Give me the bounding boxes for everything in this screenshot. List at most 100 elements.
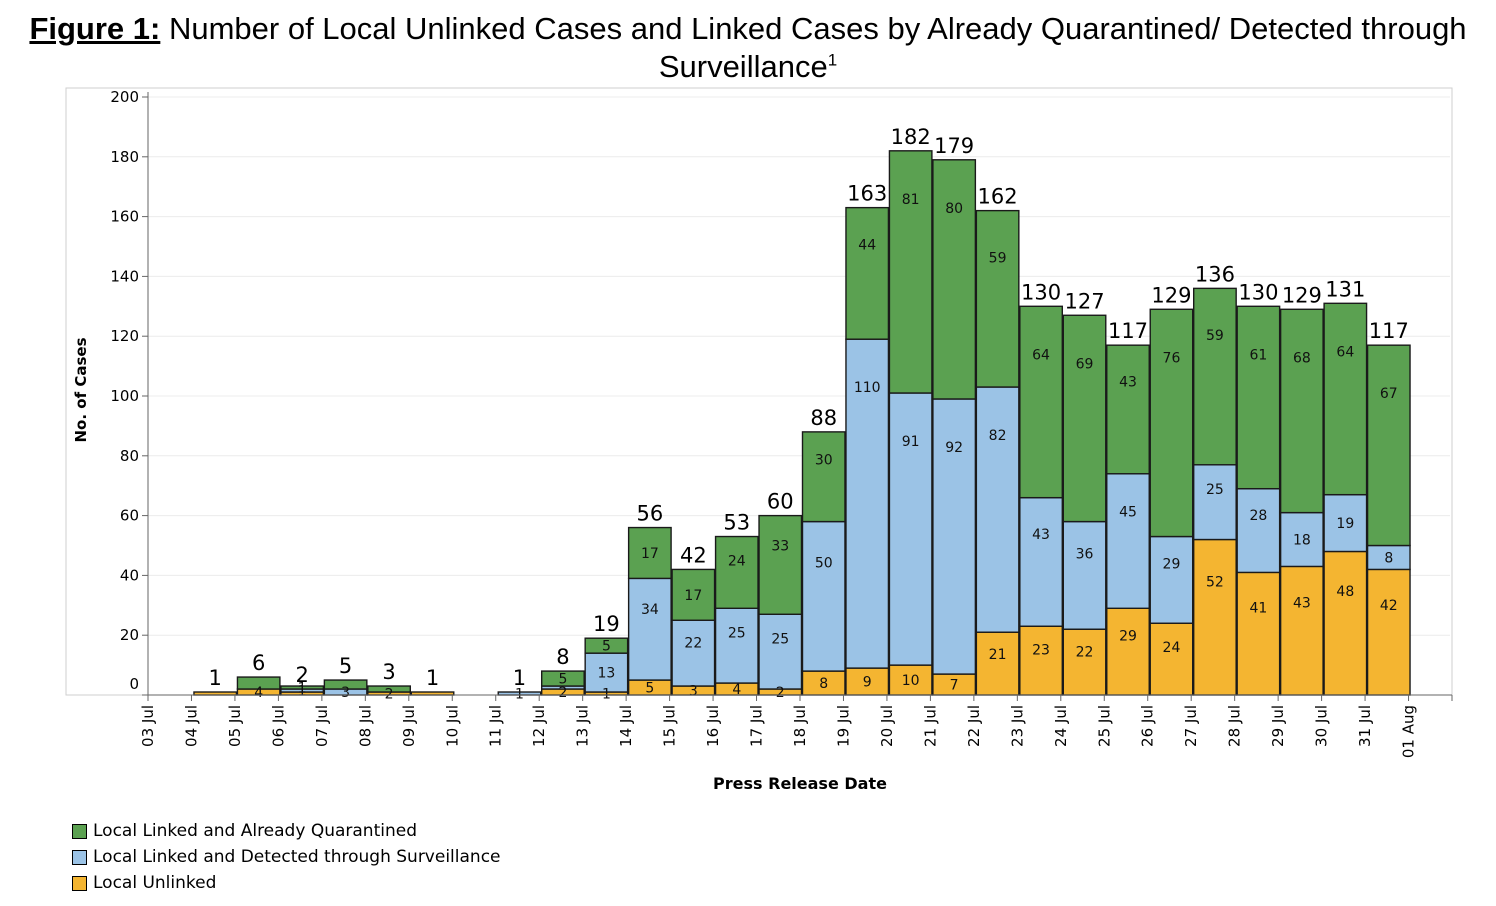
segment-label-quarantined: 67 xyxy=(1380,386,1398,402)
x-tick-label: 14 Jul xyxy=(617,705,635,747)
x-tick-label: 30 Jul xyxy=(1313,705,1331,747)
bar-segment-quarantined xyxy=(1323,302,1368,496)
segment-label-surveillance: 34 xyxy=(641,602,659,618)
segment-label-surveillance: 25 xyxy=(728,626,746,642)
bar-segment-quarantined xyxy=(671,568,716,621)
segment-label-surveillance: 1 xyxy=(298,684,307,700)
segment-label-unlinked: 10 xyxy=(902,673,920,689)
x-tick-label: 31 Jul xyxy=(1356,705,1374,747)
total-label: 1 xyxy=(426,666,439,690)
total-label: 5 xyxy=(339,654,352,678)
segment-label-quarantined: 24 xyxy=(728,553,746,569)
segment-label-unlinked: 22 xyxy=(1076,645,1094,661)
bar-segment-unlinked xyxy=(1149,622,1194,696)
segment-label-quarantined: 68 xyxy=(1293,350,1311,366)
x-tick-label: 18 Jul xyxy=(791,705,809,747)
segment-label-quarantined: 44 xyxy=(858,238,876,254)
bar-segment-quarantined xyxy=(1279,308,1324,514)
x-tick-label: 09 Jul xyxy=(400,705,418,747)
x-tick-label: 28 Jul xyxy=(1226,705,1244,747)
bar-segment-quarantined xyxy=(1019,305,1063,499)
x-tick-label: 23 Jul xyxy=(1008,705,1026,747)
bar-segment-quarantined xyxy=(1106,344,1150,475)
x-tick-label: 11 Jul xyxy=(487,705,505,747)
segment-label-unlinked: 21 xyxy=(989,647,1007,663)
segment-label-unlinked: 8 xyxy=(819,676,828,692)
bar-segment-quarantined xyxy=(367,685,412,693)
bar-segment-surveillance xyxy=(845,338,890,669)
bar-segment-surveillance xyxy=(1236,487,1281,574)
segment-label-quarantined: 5 xyxy=(558,672,567,688)
total-label: 1 xyxy=(209,666,222,690)
bar-segment-quarantined xyxy=(1236,305,1281,490)
bar-segment-unlinked xyxy=(1192,538,1237,696)
x-tick-label: 07 Jul xyxy=(313,705,331,747)
segment-label-quarantined: 43 xyxy=(1119,374,1137,390)
segment-label-quarantined: 61 xyxy=(1249,347,1267,363)
segment-label-unlinked: 5 xyxy=(645,681,654,697)
bar-segment-quarantined xyxy=(541,670,585,687)
segment-label-quarantined: 64 xyxy=(1336,344,1354,360)
segment-label-surveillance: 13 xyxy=(597,666,615,682)
segment-label-quarantined: 69 xyxy=(1076,356,1094,372)
stacked-bar-chart: 4 11 3 2 1 2511355341732217425242253385030911… xyxy=(65,87,1453,793)
title-footnote-marker: 1 xyxy=(827,50,838,70)
bar-segment-quarantined xyxy=(1149,308,1194,538)
bar-segment-quarantined xyxy=(323,679,368,690)
y-tick-label: 80 xyxy=(120,447,139,465)
total-label: 117 xyxy=(1108,319,1148,343)
bar-segment-quarantined xyxy=(627,526,672,580)
total-label: 42 xyxy=(680,543,707,567)
segment-label-unlinked: 43 xyxy=(1293,596,1311,612)
x-tick-label: 04 Jul xyxy=(182,705,200,747)
segment-label-surveillance: 19 xyxy=(1336,516,1354,532)
bar-segment-surveillance xyxy=(1106,473,1150,609)
y-tick-label: 0 xyxy=(129,675,139,693)
segment-label-surveillance: 110 xyxy=(854,380,881,396)
total-label: 8 xyxy=(556,645,569,669)
x-tick-label: 10 Jul xyxy=(443,705,461,747)
bar-segment-quarantined xyxy=(584,637,629,654)
bar-segment-quarantined xyxy=(888,150,933,394)
bar-segment-surveillance xyxy=(671,619,716,687)
segment-label-surveillance: 45 xyxy=(1119,504,1137,520)
y-axis-ticks: 0 20 40 60 80 100 120 140 160 180 200 xyxy=(110,88,148,696)
x-tick-label: 03 Jul xyxy=(139,705,157,747)
bar-segment-quarantined xyxy=(1062,314,1107,523)
legend-label: Local Linked and Detected through Survei… xyxy=(93,847,501,867)
segment-label-quarantined: 1 xyxy=(298,681,307,697)
segment-label-unlinked: 41 xyxy=(1249,600,1267,616)
bar-segment-quarantined xyxy=(932,159,977,400)
segment-label-surveillance: 82 xyxy=(989,428,1007,444)
total-label: 162 xyxy=(978,185,1018,209)
bar-segment-quarantined xyxy=(975,209,1020,388)
bar-segment-surveillance xyxy=(627,577,672,681)
bar-segment-surveillance xyxy=(975,386,1020,633)
segment-label-unlinked: 24 xyxy=(1163,640,1181,656)
bar-segment-surveillance xyxy=(888,392,933,666)
chart-title: Figure 1: Number of Local Unlinked Cases… xyxy=(0,10,1496,86)
x-tick-label: 20 Jul xyxy=(878,705,896,747)
total-label: 2 xyxy=(295,663,308,687)
segment-label-surveillance: 50 xyxy=(815,555,833,571)
segment-label-surveillance: 8 xyxy=(1384,550,1393,566)
segment-label-unlinked: 2 xyxy=(558,685,567,701)
x-tick-label: 01 Aug xyxy=(1400,705,1418,758)
total-label: 130 xyxy=(1021,280,1061,304)
total-label: 6 xyxy=(252,651,265,675)
bar-segment-unlinked xyxy=(1062,628,1107,696)
segment-label-surveillance: 3 xyxy=(341,685,350,701)
x-tick-label: 25 Jul xyxy=(1095,705,1113,747)
total-label: 182 xyxy=(891,125,931,149)
total-label: 117 xyxy=(1369,319,1409,343)
y-tick-label: 100 xyxy=(110,387,139,405)
segment-label-quarantined: 17 xyxy=(684,588,702,604)
x-tick-label: 24 Jul xyxy=(1052,705,1070,747)
segment-label-unlinked: 4 xyxy=(732,682,741,698)
segment-label-quarantined: 76 xyxy=(1163,350,1181,366)
x-tick-label: 21 Jul xyxy=(921,705,939,747)
total-label: 130 xyxy=(1238,280,1278,304)
y-tick-label: 40 xyxy=(120,566,139,584)
segment-label-unlinked: 52 xyxy=(1206,575,1224,591)
